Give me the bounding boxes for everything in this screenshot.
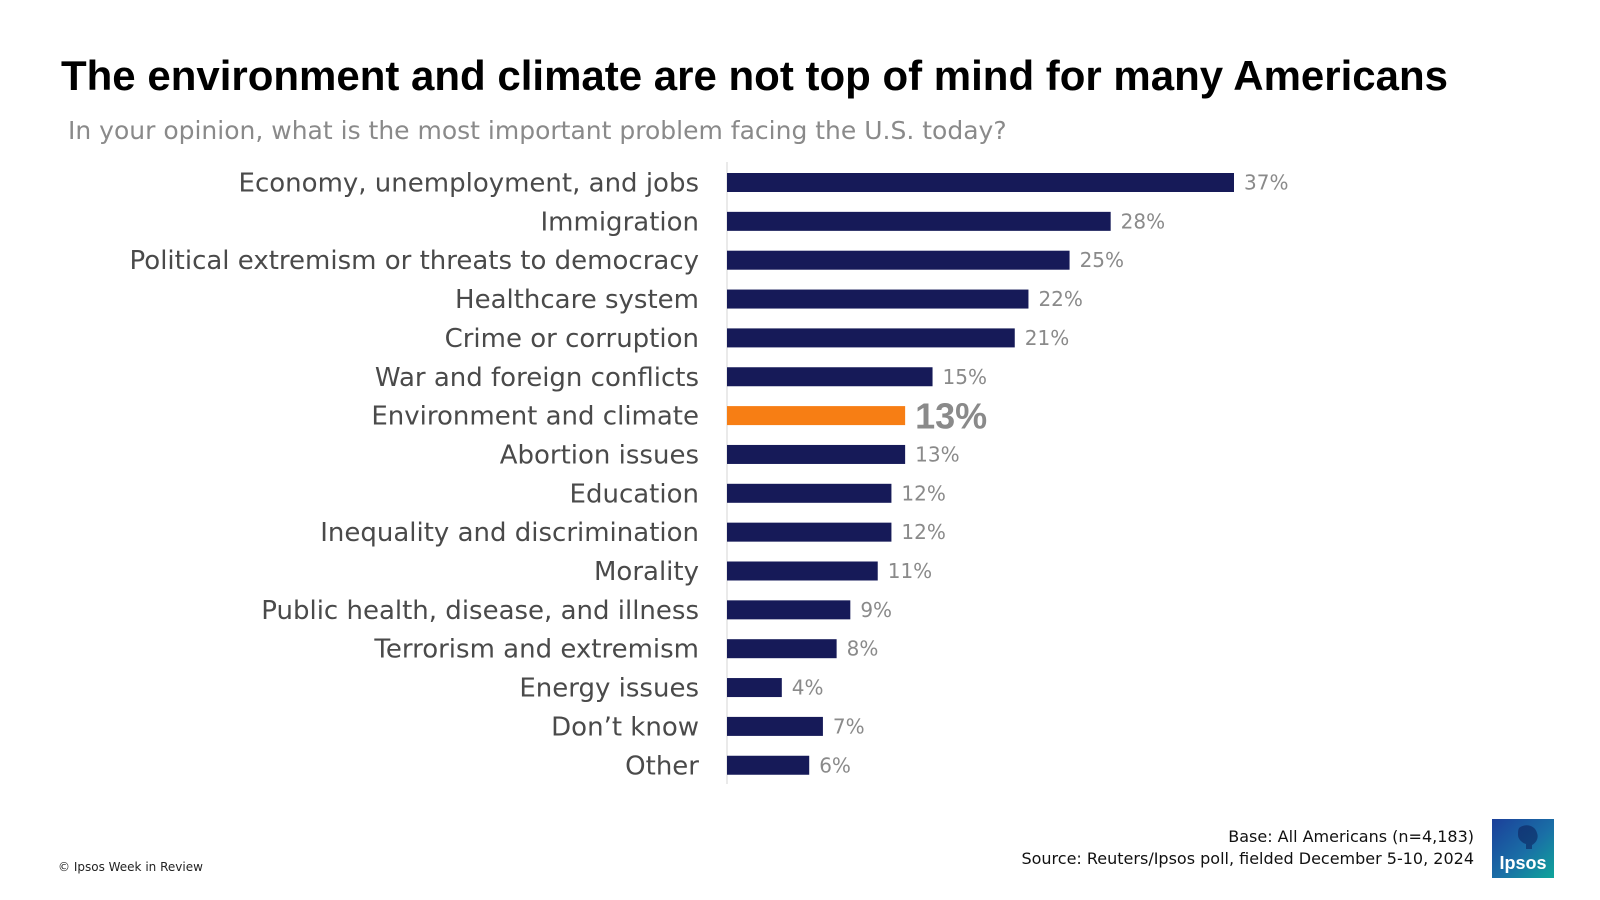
base-note: Base: All Americans (n=4,183) [1228, 827, 1474, 846]
bar [727, 328, 1015, 348]
value-label: 12% [901, 520, 945, 544]
bar-row: Inequality and discrimination 12% [320, 518, 946, 548]
category-label: Political extremism or threats to democr… [130, 246, 699, 276]
bar-row: Other 6% [625, 751, 851, 781]
ipsos-logo-icon: Ipsos [1492, 819, 1554, 878]
value-label: 25% [1080, 248, 1124, 272]
chart-subtitle: In your opinion, what is the most import… [68, 116, 1007, 145]
bar-row: Political extremism or threats to democr… [130, 246, 1124, 276]
category-label: Don’t know [551, 712, 699, 742]
category-label: War and foreign conflicts [375, 363, 699, 393]
bar [727, 289, 1029, 309]
bar-row: Immigration 28% [541, 207, 1166, 237]
category-label: Education [570, 479, 699, 509]
value-label: 11% [888, 559, 932, 583]
bar-row: Crime or corruption 21% [445, 324, 1070, 354]
category-label: Morality [594, 557, 699, 587]
bar-row: Morality 11% [594, 557, 932, 587]
bar [727, 716, 823, 736]
bar-row: Economy, unemployment, and jobs 37% [239, 169, 1289, 199]
bar-row: Abortion issues 13% [500, 440, 960, 470]
bar [727, 755, 810, 775]
bar [727, 444, 906, 464]
bar-row: Don’t know 7% [551, 712, 864, 742]
chart-title: The environment and climate are not top … [61, 52, 1449, 99]
value-label: 21% [1025, 326, 1069, 350]
value-label: 12% [901, 481, 945, 505]
bar-row: War and foreign conflicts 15% [375, 363, 987, 393]
category-label: Public health, disease, and illness [261, 596, 699, 626]
bars-layer: Economy, unemployment, and jobs 37% Immigr… [130, 169, 1289, 782]
value-label: 8% [847, 637, 879, 661]
category-label: Terrorism and extremism [373, 635, 699, 665]
value-label: 22% [1038, 287, 1082, 311]
bar-row: Public health, disease, and illness 9% [261, 596, 892, 626]
bar-row: Education 12% [570, 479, 946, 509]
category-label: Energy issues [519, 674, 699, 704]
value-label: 15% [943, 365, 987, 389]
bar [727, 250, 1070, 270]
bar [727, 561, 878, 581]
value-label: 7% [833, 714, 865, 738]
bar-highlight [727, 406, 906, 426]
category-label: Abortion issues [500, 440, 699, 470]
bar [727, 522, 892, 542]
bar [727, 483, 892, 503]
bar-row: Terrorism and extremism 8% [373, 635, 878, 665]
category-label: Economy, unemployment, and jobs [239, 169, 699, 199]
bar-row: Energy issues 4% [519, 674, 823, 704]
logo-text: Ipsos [1499, 853, 1546, 873]
footer-notes: Base: All Americans (n=4,183) Source: Re… [1021, 826, 1474, 870]
bar-row: Environment and climate 13% [371, 396, 987, 437]
value-label: 4% [792, 676, 824, 700]
bar [727, 600, 851, 620]
category-label: Environment and climate [371, 402, 699, 432]
bar [727, 639, 837, 659]
value-label-highlight: 13% [915, 396, 987, 437]
value-label: 37% [1244, 171, 1288, 195]
logo-head-shape [1518, 825, 1538, 849]
value-label: 6% [819, 753, 851, 777]
copyright-note: © Ipsos Week in Review [58, 860, 203, 874]
bar-row: Healthcare system 22% [455, 285, 1083, 315]
category-label: Other [625, 751, 699, 781]
bar [727, 211, 1111, 231]
value-label: 9% [860, 598, 892, 622]
bar [727, 367, 933, 387]
source-note: Source: Reuters/Ipsos poll, fielded Dece… [1021, 849, 1474, 868]
category-label: Immigration [541, 207, 699, 237]
value-label: 28% [1121, 209, 1165, 233]
bar [727, 678, 782, 698]
bar-chart: Economy, unemployment, and jobs 37% Immigr… [130, 162, 1289, 784]
category-label: Healthcare system [455, 285, 699, 315]
bar [727, 173, 1234, 192]
category-label: Crime or corruption [445, 324, 699, 354]
category-label: Inequality and discrimination [320, 518, 699, 548]
value-label: 13% [915, 442, 959, 466]
